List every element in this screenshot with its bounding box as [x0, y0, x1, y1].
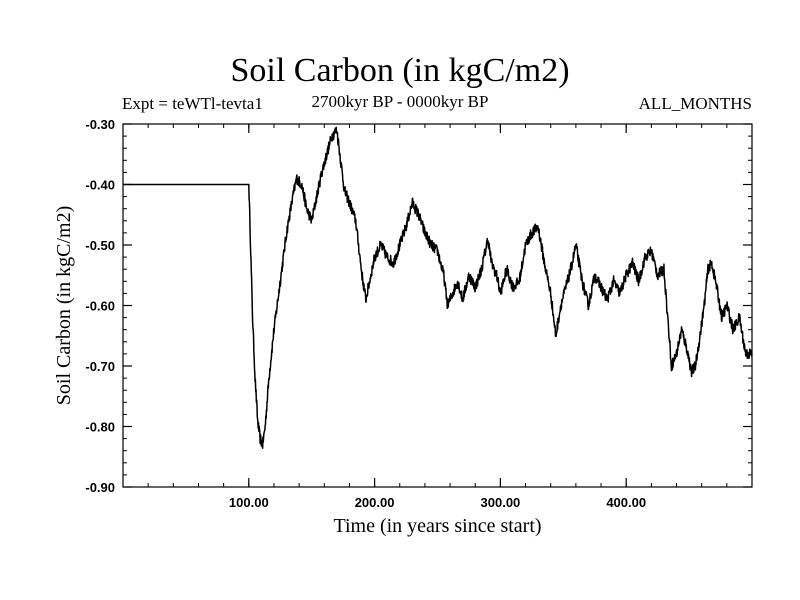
y-tick-label: -0.50	[85, 238, 115, 253]
tick-labels: 100.00 200.00 300.00 400.00 -0.30 -0.40 -0.50 -…	[85, 117, 646, 510]
y-tick-label: -0.80	[85, 420, 115, 435]
series-layer	[122, 126, 753, 449]
series-line-soil-carbon	[122, 126, 753, 449]
x-tick-label: 200.00	[355, 495, 395, 510]
chart-subtitle: 2700kyr BP - 0000kyr BP	[311, 92, 489, 111]
period-label: ALL_MONTHS	[638, 94, 752, 113]
y-axis-label: Soil Carbon (in kgC/m2)	[53, 206, 75, 405]
x-tick-label: 100.00	[229, 495, 269, 510]
chart-title: Soil Carbon (in kgC/m2)	[230, 52, 570, 89]
x-axis-label: Time (in years since start)	[333, 515, 541, 537]
y-tick-label: -0.70	[85, 359, 115, 374]
y-tick-label: -0.30	[85, 117, 115, 132]
plot-frame	[122, 123, 753, 488]
y-tick-label: -0.40	[85, 178, 115, 193]
y-tick-label: -0.90	[85, 480, 115, 495]
x-tick-label: 300.00	[481, 495, 521, 510]
y-tick-label: -0.60	[85, 299, 115, 314]
x-tick-label: 400.00	[606, 495, 646, 510]
experiment-label: Expt = teWTl-tevta1	[122, 94, 263, 113]
tick-marks	[123, 123, 752, 488]
